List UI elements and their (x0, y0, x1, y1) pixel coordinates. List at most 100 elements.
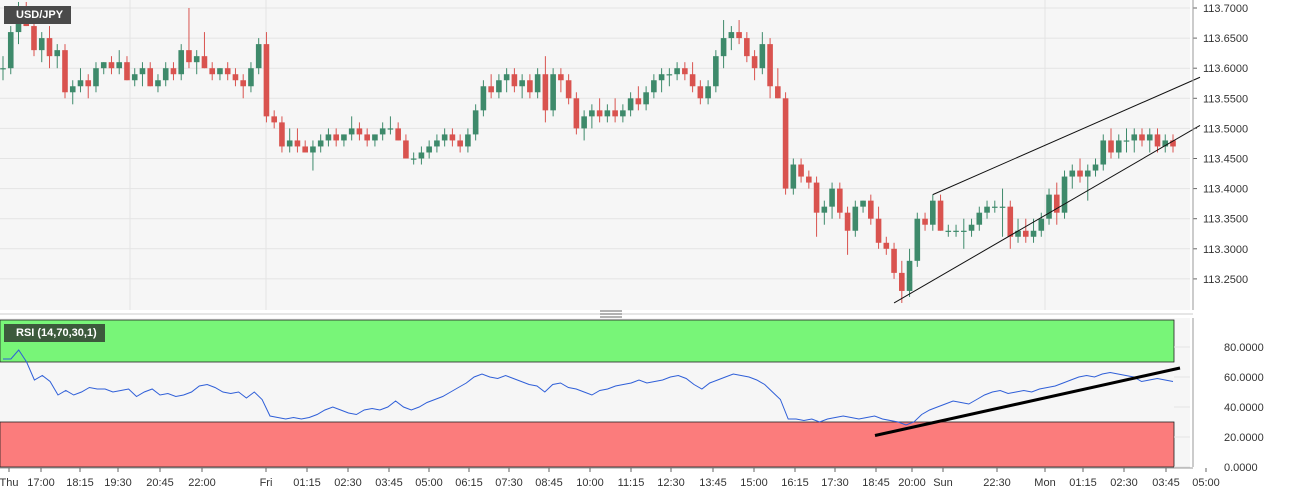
candle-body (131, 74, 138, 81)
candle-body (217, 68, 223, 75)
candle-body (852, 206, 859, 231)
candle-body (519, 80, 525, 87)
time-tick-label: 05:00 (1192, 477, 1220, 489)
candlestick-series (0, 1, 1176, 303)
candle-body (922, 218, 928, 225)
candle-body (155, 80, 161, 87)
candle-body (1154, 134, 1161, 147)
candle-body (410, 158, 417, 160)
rsi-tick-label: 80.0000 (1224, 342, 1264, 354)
candle-body (100, 62, 107, 69)
candle-body (527, 80, 533, 93)
candle-body (813, 182, 820, 213)
candle-body (999, 206, 1006, 208)
candle-body (782, 98, 789, 189)
price-tick-label: 113.3500 (1203, 214, 1248, 226)
candle-body (511, 74, 518, 87)
candle-body (1100, 140, 1107, 165)
candle-body (434, 140, 440, 147)
candle-body (248, 68, 254, 87)
candle-body (643, 92, 649, 105)
candle-body (1015, 230, 1021, 237)
candle-body (147, 68, 154, 87)
rsi-trendline (874, 366, 1181, 437)
candle-body (364, 134, 370, 141)
candle-body (1038, 218, 1045, 231)
candle-body (1146, 134, 1153, 141)
candle-body (333, 134, 339, 141)
time-tick-label: 01:15 (1069, 477, 1097, 489)
time-tick-label: 22:00 (188, 477, 216, 489)
rsi-axis: 80.0000 60.0000 40.0000 20.0000 0.0000 (1192, 318, 1264, 474)
candle-body (93, 68, 99, 87)
candle-body (488, 86, 494, 93)
candle-body (294, 140, 301, 147)
price-panel-grid (0, 0, 1190, 310)
candle-body (472, 110, 479, 135)
candle-body (689, 74, 696, 87)
candle-body (937, 200, 944, 231)
time-tick-label: Thu (0, 477, 18, 489)
candle-body (960, 230, 967, 232)
price-tick-label: 113.2500 (1203, 274, 1248, 286)
candle-body (108, 62, 115, 69)
candle-body (0, 68, 6, 70)
candle-body (666, 74, 673, 76)
candle-body (1131, 134, 1138, 141)
candle-body (759, 44, 766, 69)
candle-body (906, 260, 913, 291)
candle-body (1030, 230, 1037, 237)
candle-body (542, 74, 549, 111)
candle-body (1046, 194, 1052, 219)
candle-body (54, 50, 61, 57)
candle-body (713, 56, 719, 87)
candle-body (945, 230, 952, 232)
candle-body (596, 110, 603, 117)
candle-body (325, 134, 332, 141)
candle-body (7, 32, 14, 69)
candle-body (558, 74, 564, 81)
time-tick-label: 02:30 (334, 477, 362, 489)
candle-body (821, 206, 828, 213)
time-tick-label: 18:45 (862, 477, 890, 489)
price-tick-label: 113.5500 (1203, 93, 1248, 105)
candle-body (116, 62, 123, 69)
time-tick-label: 13:45 (699, 477, 727, 489)
wedge-upper-line (932, 76, 1201, 196)
price-panel-bg (0, 0, 1190, 310)
candle-body (899, 272, 905, 291)
candle-body (868, 200, 874, 219)
candle-body (860, 200, 866, 207)
price-tick-label: 113.3000 (1203, 244, 1248, 256)
time-tick-label: 15:00 (740, 477, 768, 489)
candle-body (844, 212, 851, 231)
price-tick-label: 113.5000 (1203, 123, 1248, 135)
candle-body (736, 32, 742, 39)
panel-divider[interactable] (0, 310, 1193, 318)
candle-body (790, 164, 797, 189)
candle-body (775, 86, 781, 99)
candle-body (968, 224, 975, 231)
candle-body (38, 38, 45, 51)
rsi-panel-grid (1174, 346, 1190, 468)
candle-body (193, 56, 200, 63)
candle-body (395, 128, 401, 141)
candle-body (991, 206, 998, 208)
candle-body (255, 44, 262, 69)
candle-body (403, 140, 409, 159)
candle-body (829, 188, 835, 207)
rising-wedge-lines (893, 76, 1201, 304)
candle-body (240, 80, 246, 87)
candle-body (891, 248, 897, 273)
time-tick-label: 08:45 (535, 477, 563, 489)
candle-body (589, 110, 595, 117)
candle-body (209, 68, 216, 75)
candle-body (302, 146, 308, 153)
candle-body (1069, 170, 1076, 177)
candle-body (46, 38, 53, 57)
rsi-tick-label: 40.0000 (1224, 402, 1264, 414)
time-tick-label: 10:00 (576, 477, 604, 489)
candle-body (620, 110, 626, 117)
candle-body (1061, 176, 1068, 213)
